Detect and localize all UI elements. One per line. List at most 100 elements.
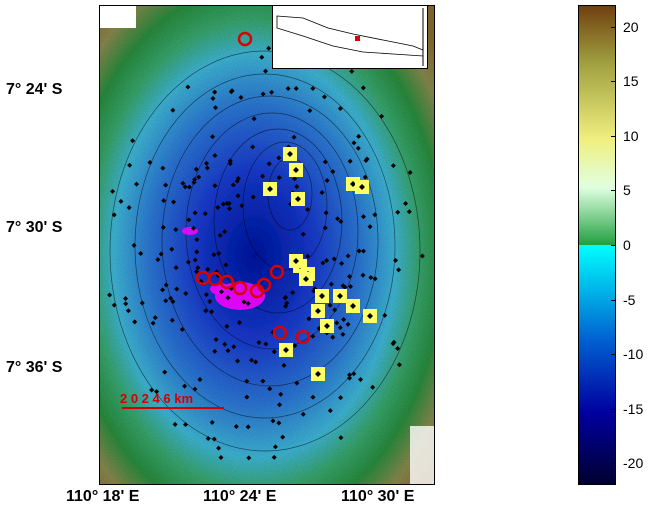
station-diamond	[125, 308, 131, 314]
yellow-marker-diamond	[367, 313, 373, 319]
station-diamond	[249, 357, 255, 363]
colorbar-tick-label: -15	[623, 400, 644, 417]
yellow-marker-diamond	[287, 151, 293, 157]
inset-locator-map	[272, 5, 428, 69]
station-diamond	[396, 267, 402, 273]
station-diamond	[276, 420, 282, 426]
station-diamond	[152, 315, 158, 321]
station-diamond	[360, 214, 366, 220]
interferogram-image	[100, 6, 434, 484]
station-diamond	[341, 316, 347, 322]
colorbar-tick	[611, 81, 616, 83]
station-diamond	[253, 359, 259, 365]
station-diamond	[382, 312, 388, 318]
station-diamond	[293, 85, 299, 91]
station-diamond	[233, 424, 239, 430]
station-diamond	[226, 206, 232, 212]
yellow-marker-diamond	[293, 167, 299, 173]
station-diamond	[340, 283, 346, 289]
station-diamond	[162, 369, 168, 375]
station-diamond	[338, 395, 344, 401]
station-diamond	[182, 184, 188, 190]
station-diamond	[179, 327, 185, 333]
red-circle-marker	[237, 31, 253, 47]
station-diamond	[190, 225, 196, 231]
station-diamond	[338, 219, 344, 225]
station-diamond	[163, 182, 169, 188]
station-diamond	[276, 175, 282, 181]
station-diamond	[211, 252, 217, 258]
station-diamond	[364, 156, 370, 162]
station-diamond	[171, 199, 177, 205]
station-diamond	[324, 177, 330, 183]
station-diamond	[172, 421, 178, 427]
station-diamond	[276, 155, 282, 161]
colorbar-tick	[611, 463, 616, 465]
station-diamond	[328, 281, 334, 287]
lon-label-18: 110° 18' E	[66, 488, 140, 505]
station-diamond	[213, 336, 219, 342]
yellow-marker-diamond	[359, 184, 365, 190]
station-diamond	[281, 362, 287, 368]
scale-bar-label: 2 0 2 4 6 km	[120, 391, 193, 406]
station-diamond	[263, 68, 269, 74]
station-diamond	[205, 436, 211, 442]
station-diamond	[154, 389, 160, 395]
station-diamond	[403, 201, 409, 207]
yellow-marker-diamond	[295, 196, 301, 202]
station-diamond	[310, 86, 316, 92]
station-diamond	[194, 237, 200, 243]
station-diamond	[212, 348, 218, 354]
station-diamond	[196, 174, 202, 180]
station-diamond	[406, 209, 412, 215]
colorbar-tick	[611, 245, 616, 246]
station-diamond	[245, 301, 251, 307]
station-diamond	[305, 253, 311, 259]
station-diamond	[174, 286, 180, 292]
red-circle-markers	[195, 31, 311, 345]
station-diamond	[368, 275, 374, 281]
colorbar-tick-label: 0	[623, 237, 631, 253]
yellow-marker-diamond	[350, 303, 356, 309]
station-diamond	[212, 152, 218, 158]
station-diamond	[212, 183, 218, 189]
station-diamond	[160, 287, 166, 293]
station-diamond	[186, 184, 192, 190]
station-diamond	[393, 257, 399, 263]
station-diamond	[320, 260, 326, 266]
station-diamond	[139, 300, 145, 306]
yellow-marker-diamond	[350, 181, 356, 187]
island-outline	[276, 15, 424, 57]
station-diamond	[266, 161, 272, 167]
station-diamond	[250, 144, 256, 150]
colorbar-tick-label: 20	[623, 18, 639, 35]
station-diamond	[210, 134, 216, 140]
colorbar-tick	[611, 26, 616, 28]
yellow-marker-diamond	[315, 308, 321, 314]
station-diamond	[202, 211, 208, 217]
station-diamond	[250, 194, 256, 200]
station-diamond	[407, 170, 413, 176]
station-diamond	[396, 362, 402, 368]
yellow-marker-diamond	[303, 276, 309, 282]
station-diamond	[192, 386, 198, 392]
station-diamond	[330, 334, 336, 340]
station-diamond	[224, 323, 230, 329]
station-diamond	[280, 434, 286, 440]
station-diamond	[217, 232, 223, 238]
station-diamond	[235, 175, 241, 181]
station-diamond	[260, 378, 266, 384]
station-diamond	[319, 190, 325, 196]
station-diamond	[160, 224, 166, 230]
station-diamond	[149, 387, 155, 393]
station-diamond	[244, 394, 250, 400]
lon-label-30: 110° 30' E	[341, 488, 415, 505]
station-diamond	[192, 210, 198, 216]
station-diamond	[282, 295, 288, 301]
no-data-area	[100, 6, 136, 28]
yellow-marker-diamond	[337, 293, 343, 299]
station-diamond	[215, 205, 221, 211]
station-diamond	[209, 309, 215, 315]
station-diamond	[300, 411, 306, 417]
station-diamond	[147, 159, 153, 165]
